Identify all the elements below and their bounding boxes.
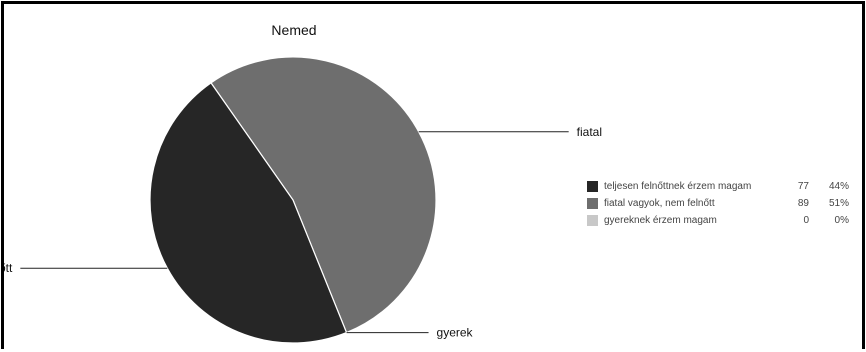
pie-callouts: fiatal gyerek teljesen felnőtt <box>4 125 602 340</box>
pie-slice <box>210 56 437 334</box>
legend-percent: 51% <box>828 198 849 209</box>
slice-callout-label: teljesen felnőtt <box>4 261 13 275</box>
legend-percent: 44% <box>828 181 849 192</box>
legend-item: fiatal vagyok, nem felnőtt 89 51% <box>587 195 849 212</box>
legend-swatch <box>587 198 598 209</box>
pie-slices <box>149 56 437 344</box>
legend-label: fiatal vagyok, nem felnőtt <box>604 198 715 209</box>
legend-item: gyereknek érzem magam 0 0% <box>587 212 849 229</box>
legend-percent: 0% <box>834 215 849 226</box>
legend-count: 77 <box>797 181 809 192</box>
legend-swatch <box>587 215 598 226</box>
legend-count: 89 <box>797 198 809 209</box>
slice-callout-label: fiatal <box>577 125 602 139</box>
legend-item: teljesen felnőttnek érzem magam 77 44% <box>587 178 849 195</box>
chart-title: Nemed <box>271 22 317 38</box>
legend-swatch <box>587 181 598 192</box>
legend-label: gyereknek érzem magam <box>604 215 717 226</box>
legend-label: teljesen felnőttnek érzem magam <box>604 181 752 192</box>
slice-callout-label: gyerek <box>437 326 474 340</box>
legend-count: 0 <box>803 215 809 226</box>
legend: teljesen felnőttnek érzem magam 77 44% fiat… <box>587 178 849 229</box>
pie-chart: fiatal gyerek teljesen felnőtt <box>4 56 602 344</box>
